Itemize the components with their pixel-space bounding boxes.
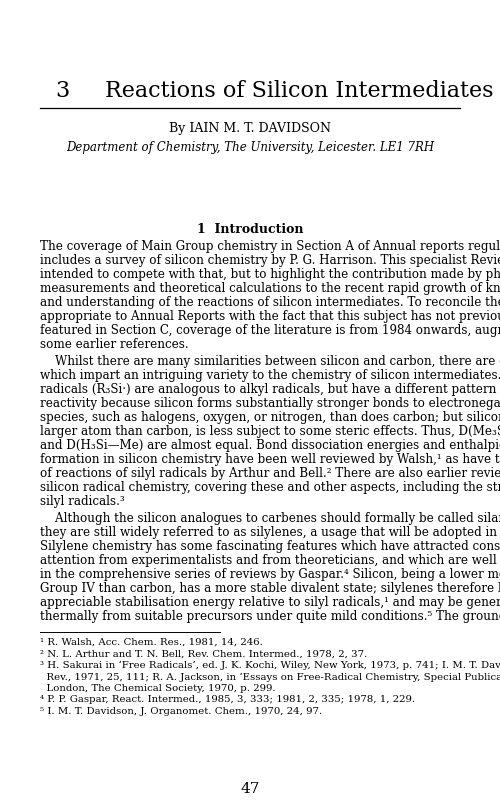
Text: featured in Section C, coverage of the literature is from 1984 onwards, augmente: featured in Section C, coverage of the l… xyxy=(40,324,500,337)
Text: 3: 3 xyxy=(55,80,69,102)
Text: Whilst there are many similarities between silicon and carbon, there are differe: Whilst there are many similarities betwe… xyxy=(40,355,500,368)
Text: silyl radicals.³: silyl radicals.³ xyxy=(40,495,125,508)
Text: silicon radical chemistry, covering these and other aspects, including the struc: silicon radical chemistry, covering thes… xyxy=(40,481,500,494)
Text: ³ H. Sakurai in ‘Free Radicals’, ed. J. K. Kochi, Wiley, New York, 1973, p. 741;: ³ H. Sakurai in ‘Free Radicals’, ed. J. … xyxy=(40,661,500,671)
Text: thermally from suitable precursors under quite mild conditions.⁵ The ground stat: thermally from suitable precursors under… xyxy=(40,610,500,623)
Text: 1  Introduction: 1 Introduction xyxy=(197,223,303,236)
Text: Rev., 1971, 25, 111; R. A. Jackson, in ‘Essays on Free-Radical Chemistry, Specia: Rev., 1971, 25, 111; R. A. Jackson, in ‘… xyxy=(40,672,500,682)
Text: intended to compete with that, but to highlight the contribution made by physica: intended to compete with that, but to hi… xyxy=(40,268,500,281)
Text: which impart an intriguing variety to the chemistry of silicon intermediates. Si: which impart an intriguing variety to th… xyxy=(40,369,500,382)
Text: in the comprehensive series of reviews by Gaspar.⁴ Silicon, being a lower member: in the comprehensive series of reviews b… xyxy=(40,568,500,581)
Text: reactivity because silicon forms substantially stronger bonds to electronegative: reactivity because silicon forms substan… xyxy=(40,397,500,410)
Text: species, such as halogens, oxygen, or nitrogen, than does carbon; but silicon, b: species, such as halogens, oxygen, or ni… xyxy=(40,411,500,424)
Text: larger atom than carbon, is less subject to some steric effects. Thus, D(Me₃Si—M: larger atom than carbon, is less subject… xyxy=(40,425,500,438)
Text: London, The Chemical Society, 1970, p. 299.: London, The Chemical Society, 1970, p. 2… xyxy=(40,684,276,693)
Text: Reactions of Silicon Intermediates: Reactions of Silicon Intermediates xyxy=(105,80,494,102)
Text: ² N. L. Arthur and T. N. Bell, Rev. Chem. Intermed., 1978, 2, 37.: ² N. L. Arthur and T. N. Bell, Rev. Chem… xyxy=(40,650,368,659)
Text: some earlier references.: some earlier references. xyxy=(40,338,188,351)
Text: ⁴ P. P. Gaspar, React. Intermed., 1985, 3, 333; 1981, 2, 335; 1978, 1, 229.: ⁴ P. P. Gaspar, React. Intermed., 1985, … xyxy=(40,696,415,705)
Text: Although the silicon analogues to carbenes should formally be called silanediyls: Although the silicon analogues to carben… xyxy=(40,512,500,525)
Text: ¹ R. Walsh, Acc. Chem. Res., 1981, 14, 246.: ¹ R. Walsh, Acc. Chem. Res., 1981, 14, 2… xyxy=(40,638,263,647)
Text: Group IV than carbon, has a more stable divalent state; silylenes therefore have: Group IV than carbon, has a more stable … xyxy=(40,582,500,595)
Text: formation in silicon chemistry have been well reviewed by Walsh,¹ as have the ki: formation in silicon chemistry have been… xyxy=(40,453,500,466)
Text: they are still widely referred to as silylenes, a usage that will be adopted in : they are still widely referred to as sil… xyxy=(40,526,500,539)
Text: appropriate to Annual Reports with the fact that this subject has not previously: appropriate to Annual Reports with the f… xyxy=(40,310,500,323)
Text: By IAIN M. T. DAVIDSON: By IAIN M. T. DAVIDSON xyxy=(169,122,331,135)
Text: appreciable stabilisation energy relative to silyl radicals,¹ and may be generat: appreciable stabilisation energy relativ… xyxy=(40,596,500,609)
Text: Silylene chemistry has some fascinating features which have attracted considerab: Silylene chemistry has some fascinating … xyxy=(40,540,500,553)
Text: measurements and theoretical calculations to the recent rapid growth of knowledg: measurements and theoretical calculation… xyxy=(40,282,500,295)
Text: and understanding of the reactions of silicon intermediates. To reconcile the to: and understanding of the reactions of si… xyxy=(40,296,500,309)
Text: The coverage of Main Group chemistry in Section A of Annual reports regularly: The coverage of Main Group chemistry in … xyxy=(40,240,500,253)
Text: of reactions of silyl radicals by Arthur and Bell.² There are also earlier revie: of reactions of silyl radicals by Arthur… xyxy=(40,467,500,480)
Text: ⁵ I. M. T. Davidson, J. Organomet. Chem., 1970, 24, 97.: ⁵ I. M. T. Davidson, J. Organomet. Chem.… xyxy=(40,707,322,716)
Text: includes a survey of silicon chemistry by P. G. Harrison. This specialist Review: includes a survey of silicon chemistry b… xyxy=(40,254,500,267)
Text: radicals (R₃Si·) are analogous to alkyl radicals, but have a different pattern o: radicals (R₃Si·) are analogous to alkyl … xyxy=(40,383,500,396)
Text: attention from experimentalists and from theoreticians, and which are well descr: attention from experimentalists and from… xyxy=(40,554,500,567)
Text: Department of Chemistry, The University, Leicester. LE1 7RH: Department of Chemistry, The University,… xyxy=(66,141,434,154)
Text: and D(H₃Si—Me) are almost equal. Bond dissociation energies and enthalpies of: and D(H₃Si—Me) are almost equal. Bond di… xyxy=(40,439,500,452)
Text: 47: 47 xyxy=(240,782,260,796)
